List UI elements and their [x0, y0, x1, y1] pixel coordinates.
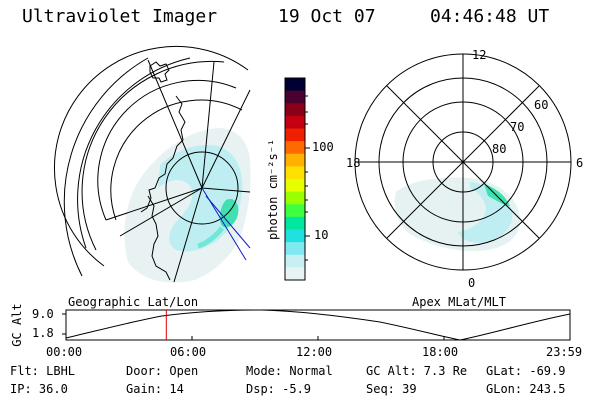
info-seq: Seq: 39: [366, 382, 417, 396]
colorbar-label-10: 10: [314, 228, 329, 242]
timeline-tick-1800: 18:00: [422, 345, 459, 359]
apex-mlt-lines: [355, 54, 571, 270]
timeline-tick-0600: 06:00: [170, 345, 207, 359]
color-bar-band: [285, 128, 305, 142]
color-bar-band: [285, 78, 305, 92]
info-gcalt: GC Alt: 7.3 Re: [366, 364, 468, 378]
info-mode: Mode: Normal: [246, 364, 333, 378]
lat-label-60: 60: [534, 98, 549, 112]
color-bar-band: [285, 267, 305, 281]
mlt-label-0: 0: [468, 276, 476, 290]
info-glat: GLat: -69.9: [486, 364, 566, 378]
date-label: 19 Oct 07: [278, 6, 376, 27]
apex-polar-plot: [354, 53, 572, 271]
timeline-y-max: 9.0: [32, 307, 54, 321]
mlt-label-18: 18: [346, 156, 361, 170]
aurora-bright: [219, 198, 239, 228]
info-ip: IP: 36.0: [10, 382, 68, 396]
meridians: [105, 59, 251, 283]
colorbar-label-100: 100: [312, 140, 334, 154]
color-bar-band: [285, 103, 305, 117]
color-bar-band: [285, 166, 305, 180]
aurora-edge: [197, 226, 224, 249]
timeline-plot: [62, 309, 571, 341]
mlt-label-6: 6: [576, 156, 584, 170]
timeline-y-min: 1.8: [32, 326, 54, 340]
apex-panel-label: Apex MLat/MLT: [412, 295, 506, 309]
color-bar-band: [285, 179, 305, 193]
color-bar-band: [285, 115, 305, 129]
timeline-tick-0000: 00:00: [46, 345, 83, 359]
info-gain: Gain: 14: [126, 382, 184, 396]
color-bar-band: [285, 254, 305, 268]
timeline-ticks: [62, 313, 571, 340]
info-dsp: Dsp: -5.9: [246, 382, 312, 396]
colorbar-unit-label: photon cm⁻²s⁻¹: [266, 138, 280, 240]
color-bar-frame: [284, 77, 306, 281]
color-bar-band: [285, 204, 305, 218]
mlt-label-12: 12: [472, 48, 487, 62]
time-label: 04:46:48 UT: [430, 6, 550, 27]
lat-label-70: 70: [510, 120, 525, 134]
color-bar-band: [285, 191, 305, 205]
timeline-tick-2359: 23:59: [546, 345, 583, 359]
info-door: Door: Open: [126, 364, 199, 378]
color-bar-band: [285, 141, 305, 155]
color-bar: [285, 78, 305, 281]
color-bar-band: [285, 90, 305, 104]
lat-circles: [53, 45, 249, 277]
instrument-title: Ultraviolet Imager: [22, 6, 218, 27]
lat-label-80: 80: [492, 142, 507, 156]
geographic-map: [53, 45, 251, 283]
terminator-lines: [201, 187, 251, 261]
info-flt: Flt: LBHL: [10, 364, 76, 378]
coastline: [140, 61, 186, 281]
timeline-frame: [65, 309, 571, 341]
color-bar-band: [285, 216, 305, 230]
altitude-curve: [65, 309, 571, 341]
aurora-oval: [158, 144, 243, 252]
timeline-y-axis-label: GC Alt: [10, 303, 24, 347]
geographic-panel-label: Geographic Lat/Lon: [68, 295, 199, 309]
info-glon: GLon: 243.5: [486, 382, 566, 396]
color-bar-band: [285, 153, 305, 167]
color-bar-band: [285, 242, 305, 256]
color-bar-band: [285, 229, 305, 243]
timeline-tick-1200: 12:00: [296, 345, 333, 359]
